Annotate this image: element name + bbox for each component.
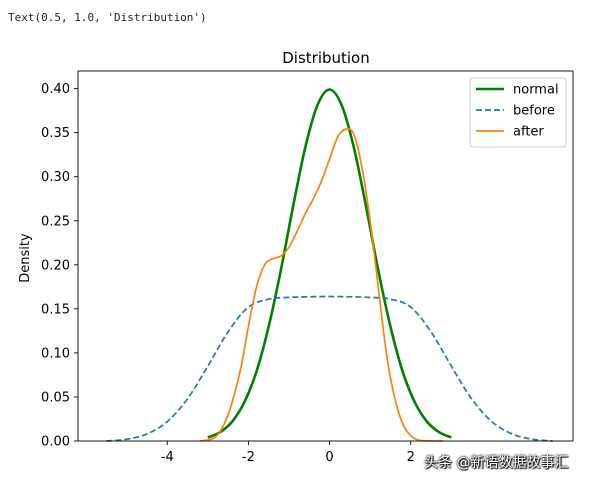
series-line-after xyxy=(199,128,444,442)
watermark-text: 头条 @新语数据故事汇 xyxy=(424,455,569,471)
axes-layer: -4 -2 0 2 0.00 0.05 0.10 0.15 0.20 0.25 0.30 0.35 0.… xyxy=(41,82,415,465)
x-tick-label: 0 xyxy=(325,450,333,465)
y-tick-label: 0.10 xyxy=(41,346,70,361)
y-tick-label: 0.40 xyxy=(41,82,70,97)
y-tick-label: 0.35 xyxy=(41,126,70,141)
y-tick-label: 0.20 xyxy=(41,258,70,273)
legend: normal before after xyxy=(469,77,567,148)
x-tick-label: -2 xyxy=(242,450,255,465)
y-tick-label: 0.00 xyxy=(41,435,70,450)
y-tick-label: 0.30 xyxy=(41,170,70,185)
x-tick-label: -4 xyxy=(161,450,174,465)
y-axis-label: Density xyxy=(18,233,33,283)
y-tick-label: 0.15 xyxy=(41,302,70,317)
series-line-before xyxy=(106,295,553,442)
legend-box xyxy=(469,77,567,148)
legend-label-normal: normal xyxy=(513,83,559,98)
y-tick-label: 0.25 xyxy=(41,214,70,229)
chart-title: Distribution xyxy=(282,49,370,67)
series-line-normal xyxy=(207,88,452,439)
plot-frame xyxy=(77,70,574,442)
series-layer xyxy=(106,88,553,442)
legend-label-before: before xyxy=(513,104,555,119)
console-output-text: Text(0.5, 1.0, 'Distribution') xyxy=(8,11,207,24)
y-tick-label: 0.05 xyxy=(41,390,70,405)
x-tick-label: 2 xyxy=(407,450,415,465)
legend-label-after: after xyxy=(513,125,544,140)
